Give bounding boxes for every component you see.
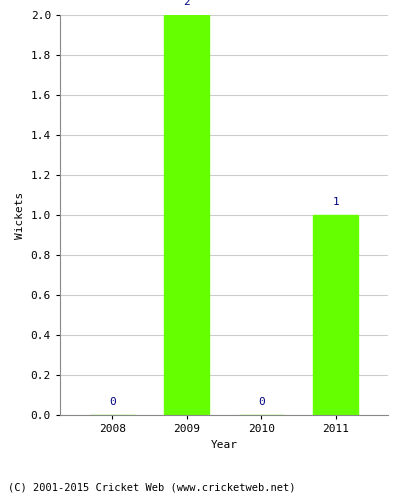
Bar <box>164 15 209 415</box>
Y-axis label: Wickets: Wickets <box>15 192 25 238</box>
Text: 0: 0 <box>109 397 116 407</box>
Text: (C) 2001-2015 Cricket Web (www.cricketweb.net): (C) 2001-2015 Cricket Web (www.cricketwe… <box>8 482 296 492</box>
Text: 1: 1 <box>332 197 339 207</box>
Bar <box>314 215 358 415</box>
Text: 2: 2 <box>183 0 190 7</box>
X-axis label: Year: Year <box>210 440 238 450</box>
Text: 0: 0 <box>258 397 265 407</box>
